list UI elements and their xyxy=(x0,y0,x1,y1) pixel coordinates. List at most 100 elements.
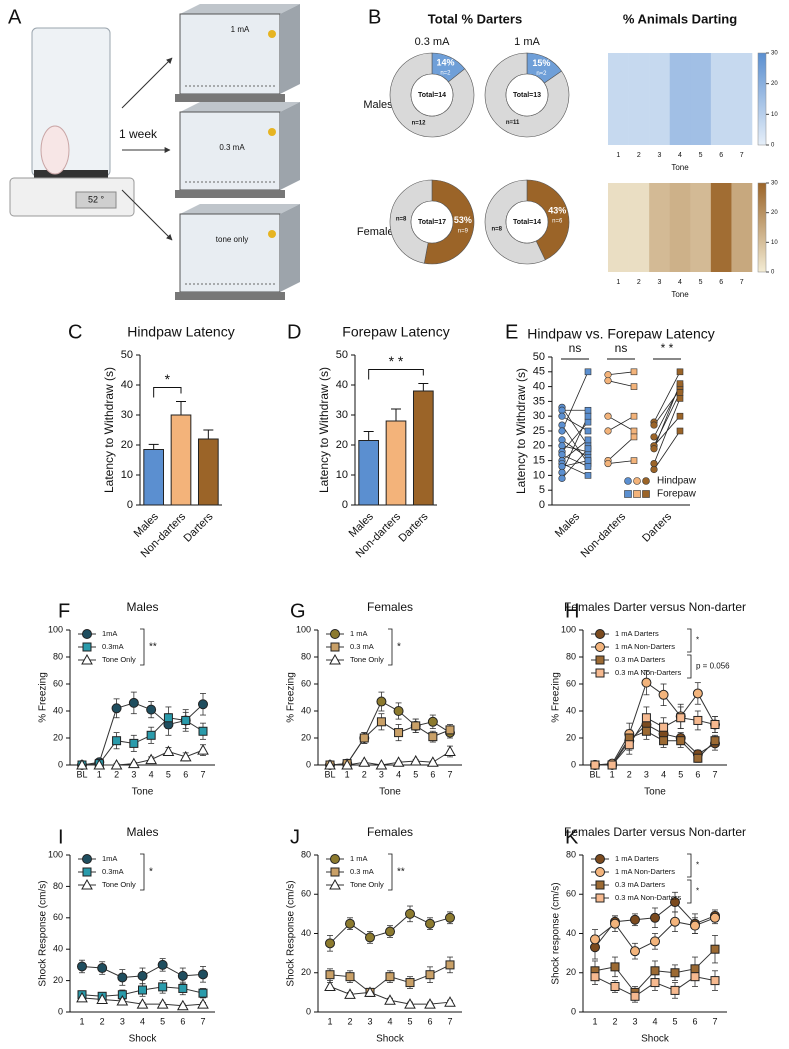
pair-line xyxy=(653,430,681,470)
marker xyxy=(630,914,640,925)
legend-label: Tone Only xyxy=(102,655,136,664)
marker xyxy=(198,988,208,998)
forepaw-point xyxy=(584,457,592,464)
colorbar-tick-label: 20 xyxy=(771,210,778,216)
x-tick-label: 5 xyxy=(672,1016,677,1026)
marker xyxy=(411,721,421,731)
marker xyxy=(117,972,128,983)
legend-marker xyxy=(624,477,632,485)
x-tick-label: Darters xyxy=(397,510,431,544)
pair-line xyxy=(607,380,635,387)
x-tick-label: 1 xyxy=(327,1016,332,1026)
x-tick-label: 6 xyxy=(719,152,723,159)
colorbar-tick-label: 10 xyxy=(771,240,778,246)
donut-center-label: Total=13 xyxy=(513,92,541,99)
y-tick-label: 80 xyxy=(566,651,576,661)
marker xyxy=(710,736,720,746)
marker xyxy=(670,916,680,927)
marker xyxy=(325,970,335,980)
marker xyxy=(129,738,139,748)
colorbar-tick-label: 10 xyxy=(771,112,778,118)
forepaw-point xyxy=(584,445,592,453)
x-axis-label: Tone xyxy=(379,787,401,798)
marker xyxy=(676,713,686,723)
y-tick-label: 50 xyxy=(533,351,545,363)
marker xyxy=(624,740,634,750)
marker xyxy=(176,999,189,1011)
x-tick-label: 4 xyxy=(652,1016,657,1026)
display xyxy=(75,191,117,209)
x-tick-label: 2 xyxy=(347,1016,352,1026)
y-tick-label: 10 xyxy=(336,469,348,481)
x-tick-label: 2 xyxy=(114,769,119,779)
y-tick-label: 60 xyxy=(301,889,311,899)
hindpaw-point xyxy=(650,433,658,441)
heatmap-cell xyxy=(669,53,691,145)
donut-hole xyxy=(505,73,549,117)
marker xyxy=(325,938,335,949)
legend-label: 0.3 mA Darters xyxy=(615,880,665,889)
marker xyxy=(595,629,605,639)
hindpaw-point xyxy=(604,371,612,379)
y-tick-label: 80 xyxy=(53,881,63,891)
x-tick-label: 1 xyxy=(616,279,620,286)
y-tick-label: 0 xyxy=(306,759,311,769)
x-tick-label: 7 xyxy=(712,769,717,779)
forepaw-point xyxy=(584,427,592,435)
donut-hole xyxy=(410,73,454,117)
share-label: 15% xyxy=(532,58,550,68)
marker xyxy=(425,918,435,929)
marker xyxy=(428,732,438,742)
y-tick-label: 20 xyxy=(53,732,63,742)
pair-line xyxy=(561,416,589,473)
x-tick-label: 2 xyxy=(637,279,641,286)
marker xyxy=(157,959,168,970)
significance-bracket xyxy=(140,853,145,891)
y-tick-label: 0 xyxy=(342,499,348,511)
count-label: n=8 xyxy=(492,226,503,232)
x-tick-label: 5 xyxy=(678,769,683,779)
marker xyxy=(710,944,720,954)
significance-label: * * xyxy=(389,353,404,369)
y-tick-label: 0 xyxy=(58,759,63,769)
marker xyxy=(670,897,680,908)
pair-line xyxy=(561,421,589,452)
y-tick-label: 60 xyxy=(566,678,576,688)
marker xyxy=(324,980,336,991)
pair-line xyxy=(607,371,635,376)
marker xyxy=(425,970,435,980)
heatmap-cell xyxy=(669,183,691,272)
y-axis-label: % Freezing xyxy=(551,672,562,723)
marker xyxy=(445,725,455,735)
x-axis-label: Shock xyxy=(129,1034,158,1045)
share-label: 43% xyxy=(548,205,566,215)
y-tick-label: 45 xyxy=(533,366,545,378)
y-tick-label: 40 xyxy=(566,928,576,938)
heatmap-cell xyxy=(731,53,753,145)
donut-hole xyxy=(410,200,454,244)
marker xyxy=(365,932,375,943)
chart-title: Females xyxy=(367,825,413,839)
y-tick-label: 30 xyxy=(121,409,133,421)
marker xyxy=(641,726,651,736)
marker xyxy=(610,962,620,972)
bar xyxy=(143,449,165,506)
chart-title: Hindpaw vs. Forepaw Latency xyxy=(527,326,715,342)
bar xyxy=(197,438,219,506)
marker xyxy=(158,982,168,992)
x-tick-label: 5 xyxy=(166,769,171,779)
marker xyxy=(358,756,371,767)
y-axis-label: % Freezing xyxy=(286,672,297,723)
x-tick-label: 1 xyxy=(592,1016,597,1026)
significance-label: p = 0.056 xyxy=(696,662,730,671)
interval-label: 1 week xyxy=(119,127,158,141)
heatmap-cell xyxy=(731,183,753,272)
hindpaw-point xyxy=(650,459,658,468)
marker xyxy=(329,878,341,890)
legend-label: 0.3mA xyxy=(102,867,124,876)
panel-letter: F xyxy=(58,600,70,622)
donut-center-label: Total=14 xyxy=(513,219,541,226)
hindpaw-point xyxy=(558,436,566,444)
marker xyxy=(82,642,92,652)
